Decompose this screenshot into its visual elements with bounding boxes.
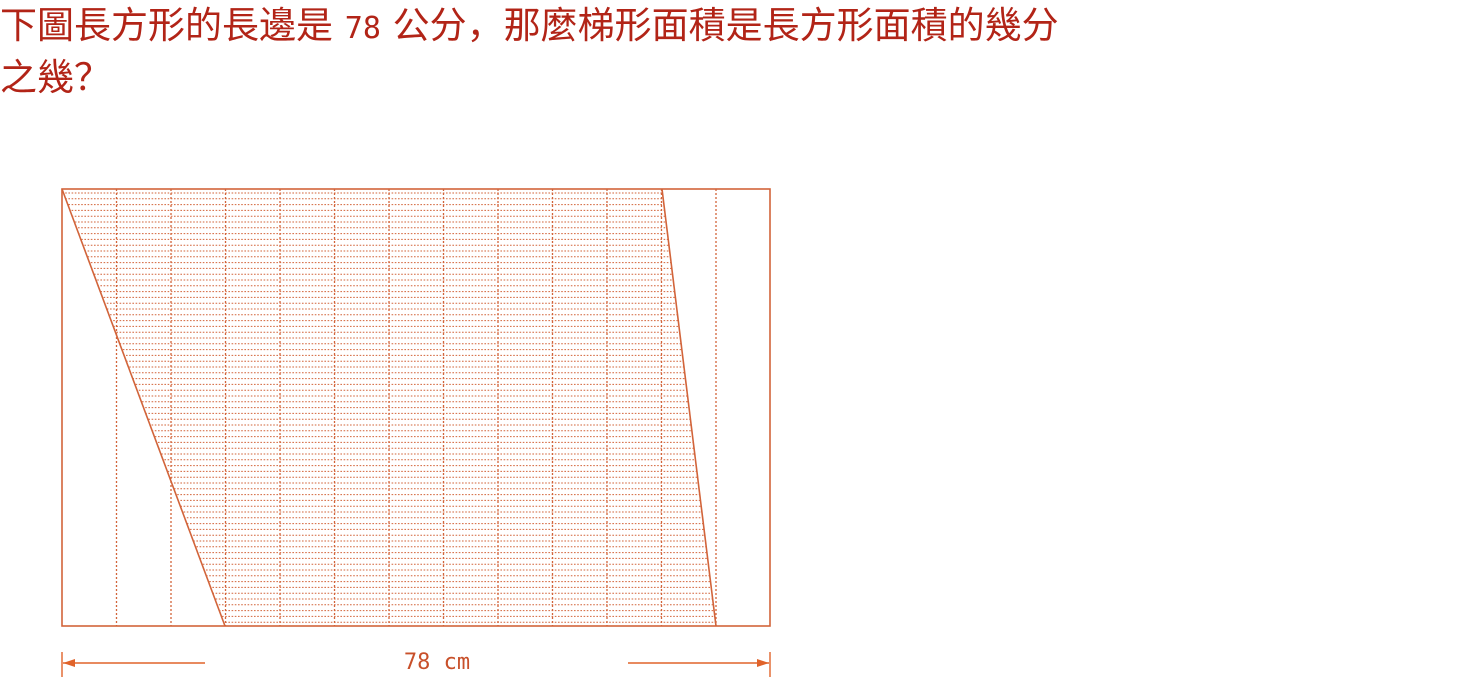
question-line-1-end: 公分，那麼梯形面積是長方形面積的幾分	[380, 4, 1059, 47]
question-line-1: 下圖長方形的長邊是 78 公分，那麼梯形面積是長方形面積的幾分	[0, 0, 1458, 52]
length-label: 78 cm	[404, 650, 470, 675]
trapezoid-hatching	[62, 192, 716, 623]
length-dimension: 78 cm	[61, 650, 771, 677]
question-line-2: 之幾？	[0, 56, 111, 99]
dimension-right-arrowhead	[757, 659, 769, 667]
question-line-1-start: 下圖長方形的長邊是	[0, 4, 345, 47]
trapezoid-left-edge	[61, 188, 226, 627]
question-length-value: 78	[344, 11, 381, 46]
trapezoid-right-edge	[661, 188, 717, 627]
dimension-left-arrowhead	[63, 659, 75, 667]
question-text: 下圖長方形的長邊是 78 公分，那麼梯形面積是長方形面積的幾分 之幾？	[0, 0, 1458, 104]
rectangle-outline	[61, 188, 771, 627]
column-grid-lines	[115, 189, 717, 626]
